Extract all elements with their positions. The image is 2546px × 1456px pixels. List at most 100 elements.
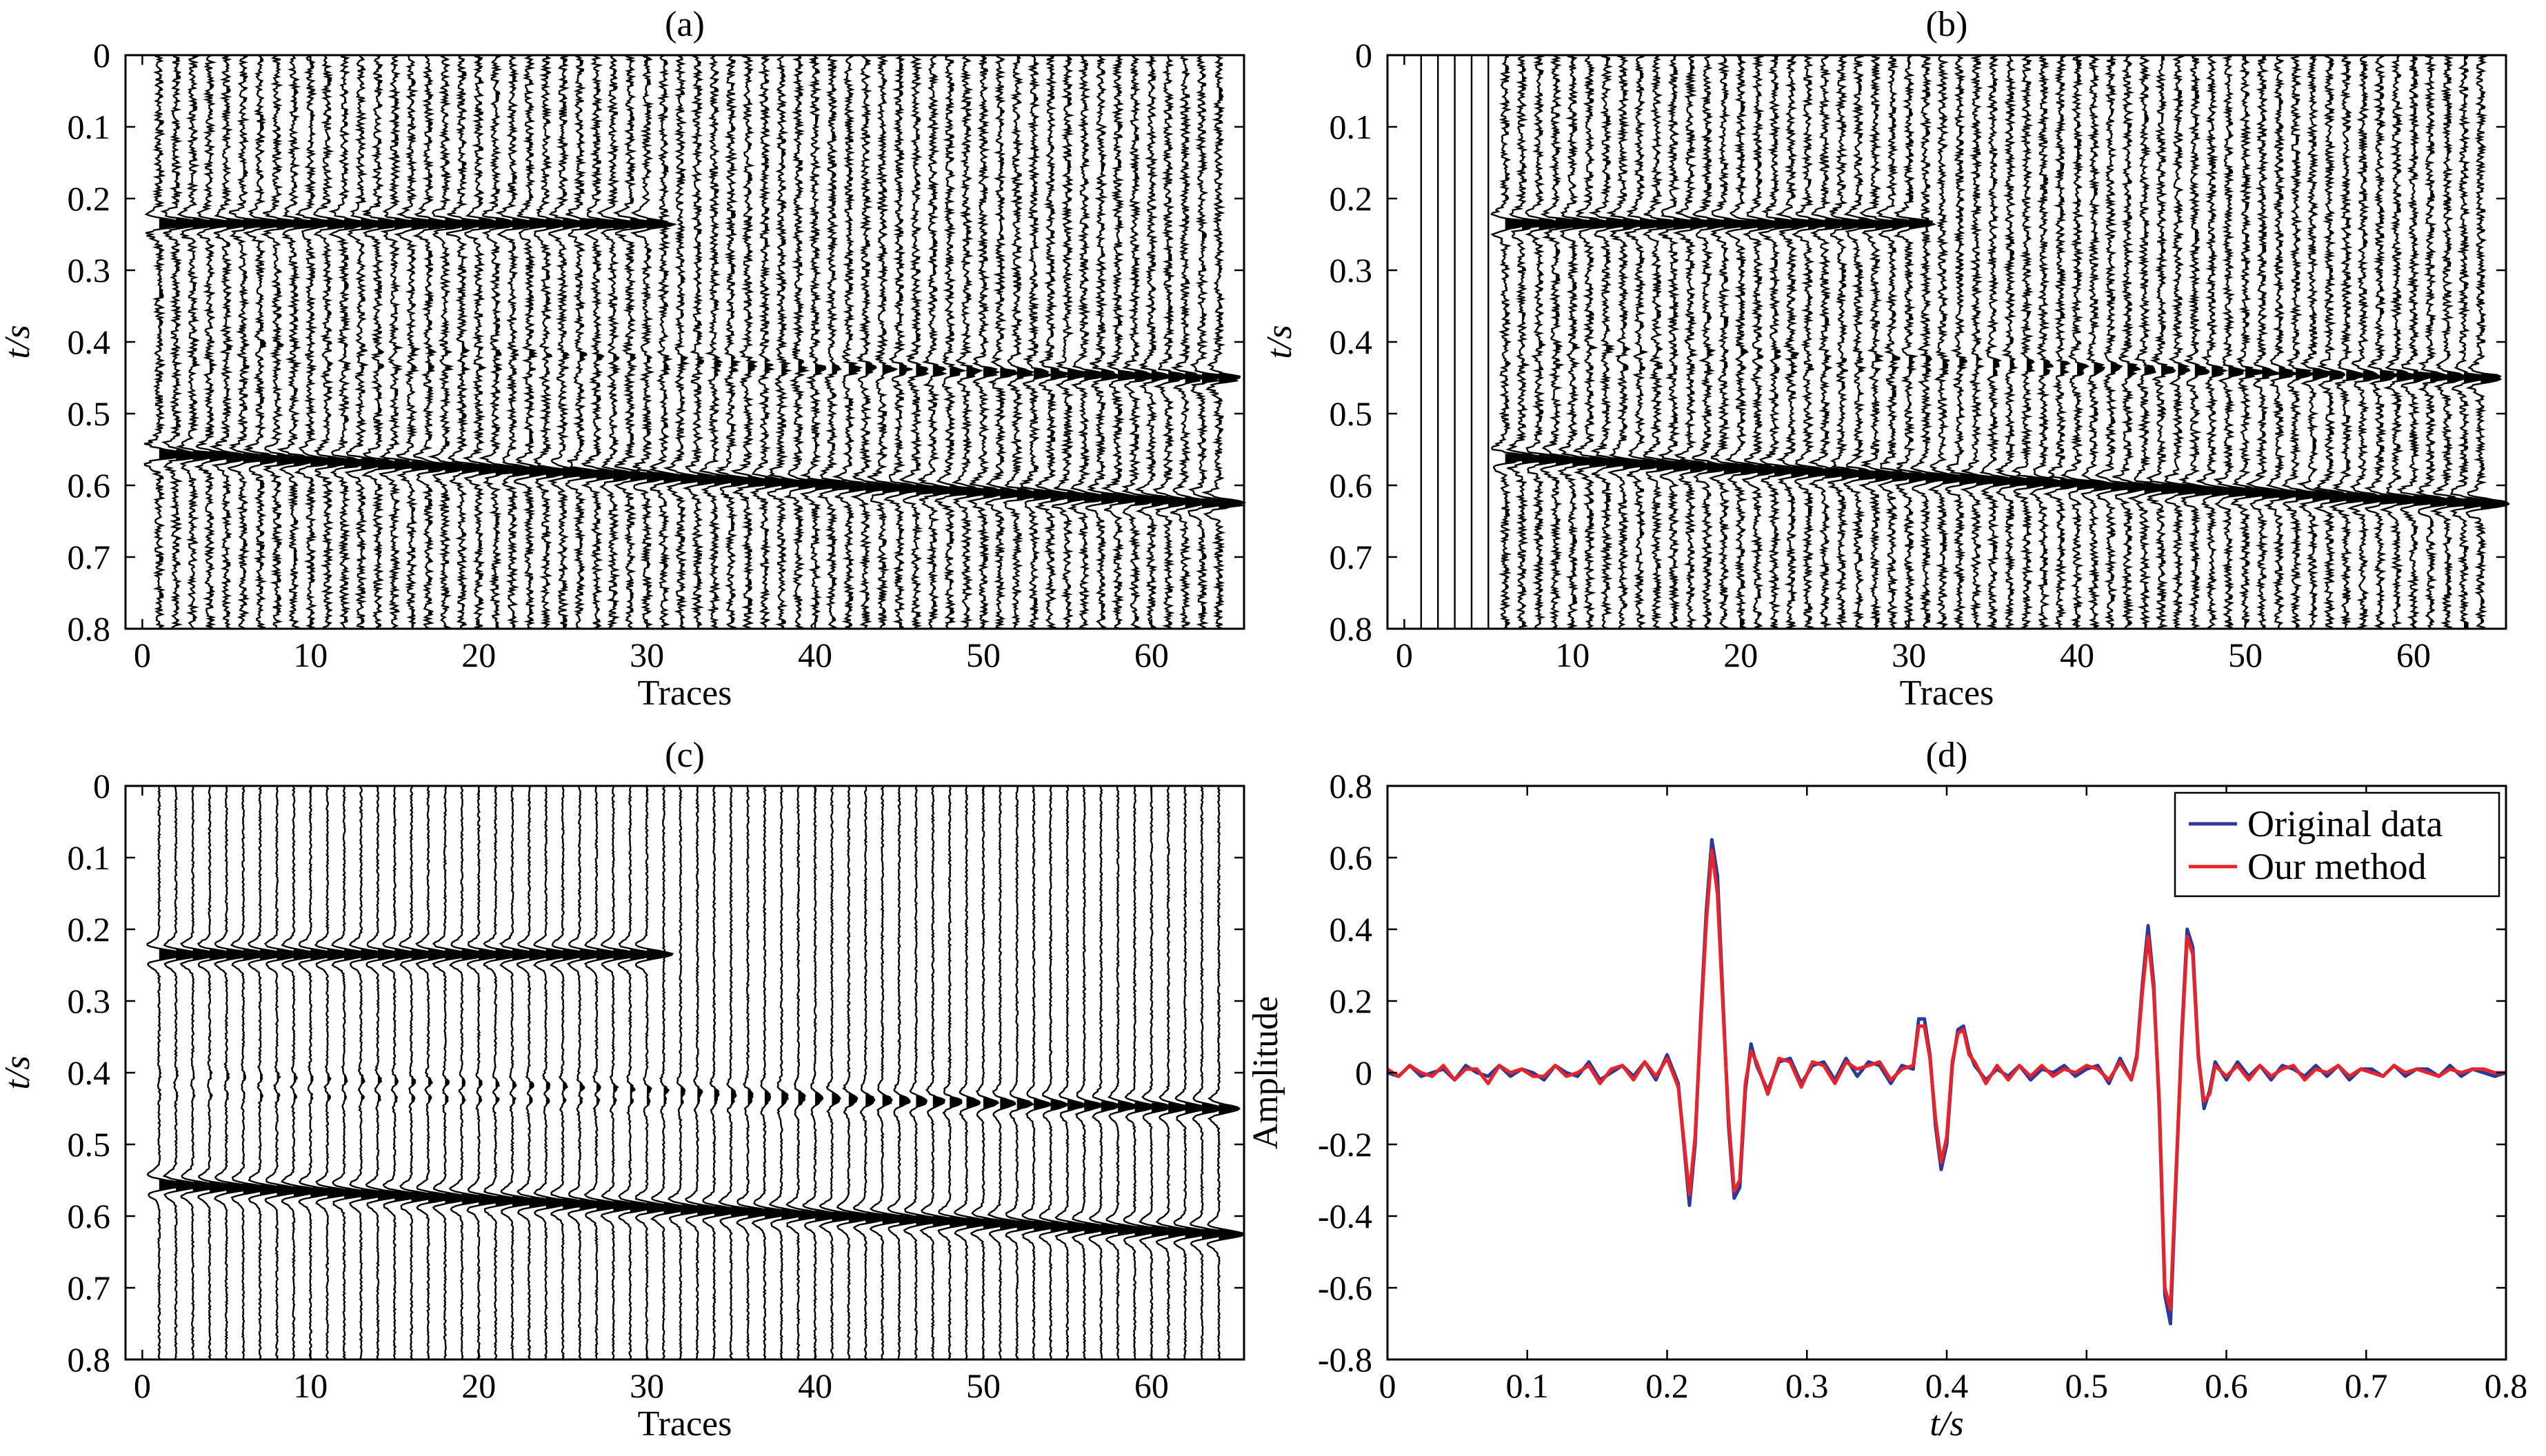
x-tick-label: 0.8 xyxy=(2485,1366,2528,1405)
trace xyxy=(412,54,459,630)
y-tick-label: 0.5 xyxy=(68,394,111,433)
trace-fill xyxy=(714,814,739,1344)
trace xyxy=(767,54,807,629)
x-tick-label: 0.3 xyxy=(1785,1366,1829,1405)
x-tick-label: 30 xyxy=(630,636,664,674)
trace xyxy=(984,54,1028,630)
trace xyxy=(818,785,859,1360)
trace-fill xyxy=(428,830,454,1311)
trace xyxy=(1002,54,1046,629)
trace xyxy=(1206,785,1245,1360)
x-axis-label: Traces xyxy=(638,674,732,713)
trace xyxy=(2415,54,2460,629)
trace xyxy=(193,54,241,629)
trace-fill xyxy=(495,793,521,1358)
trace-fill xyxy=(277,790,303,1342)
trace xyxy=(2429,55,2478,629)
y-tick-label: 0.7 xyxy=(68,538,111,576)
traces xyxy=(1420,54,2510,630)
x-tick-label: 0 xyxy=(134,636,151,674)
trace xyxy=(1067,54,1111,630)
y-tick-label: 0.4 xyxy=(1330,323,1373,361)
x-tick-label: 0.6 xyxy=(2205,1366,2248,1405)
trace xyxy=(867,54,908,630)
y-axis-label: t/s xyxy=(0,1055,37,1089)
trace-fill xyxy=(1639,55,1668,629)
trace xyxy=(242,54,290,630)
trace-fill xyxy=(613,794,639,1358)
trace-fill xyxy=(1134,794,1161,1324)
trace-fill xyxy=(260,786,284,1320)
trace xyxy=(1034,54,1079,630)
y-tick-label: 0.4 xyxy=(68,323,111,361)
trace xyxy=(749,54,794,629)
x-tick-label: 0 xyxy=(134,1366,151,1405)
trace-fill xyxy=(865,787,891,1359)
x-tick-label: 0.2 xyxy=(1645,1366,1689,1405)
trace xyxy=(802,785,841,1360)
trace xyxy=(1101,54,1142,630)
y-tick-label: 0.7 xyxy=(68,1268,111,1307)
trace-fill xyxy=(865,59,892,602)
trace xyxy=(209,54,255,629)
trace xyxy=(903,785,942,1360)
trace-fill xyxy=(563,790,588,1350)
trace xyxy=(179,785,219,1360)
trace xyxy=(2313,54,2358,630)
trace xyxy=(919,785,959,1360)
trace xyxy=(162,785,203,1360)
trace xyxy=(667,785,706,1360)
y-tick-label: 0.1 xyxy=(68,838,111,877)
trace xyxy=(328,54,372,630)
trace-fill xyxy=(192,820,218,1358)
trace-fill xyxy=(1202,791,1228,1337)
x-tick-label: 50 xyxy=(966,1366,1001,1405)
trace xyxy=(2379,54,2425,629)
trace xyxy=(532,54,573,630)
trace xyxy=(331,785,371,1360)
trace xyxy=(1557,54,1603,630)
trace xyxy=(1724,54,1769,630)
trace xyxy=(648,54,692,630)
x-tick-label: 0.4 xyxy=(1925,1366,1969,1405)
trace xyxy=(1672,54,1718,629)
trace xyxy=(160,54,203,629)
trace-fill xyxy=(176,797,202,1337)
panel-title: (c) xyxy=(665,736,705,775)
trace-fill xyxy=(1034,801,1059,1347)
trace-fill xyxy=(764,794,791,1318)
trace-fill xyxy=(1690,61,1718,629)
trace-fill xyxy=(815,789,840,1342)
x-tick-label: 60 xyxy=(2396,636,2431,674)
trace xyxy=(280,785,321,1360)
trace xyxy=(1572,54,1618,630)
trace xyxy=(2245,54,2292,630)
panel-a: 0 10 20 30 40 50 60 0 0.1 0.2 0.3 0.4 0.5 0.6 0.7 0.8 (a… xyxy=(0,5,1247,713)
trace xyxy=(1021,785,1061,1360)
trace xyxy=(533,785,573,1360)
trace xyxy=(1170,54,1212,630)
trace xyxy=(550,785,590,1360)
trace-fill xyxy=(798,55,823,619)
series-line-1 xyxy=(1386,849,2506,1311)
trace xyxy=(483,785,523,1360)
trace xyxy=(1708,54,1754,630)
trace-fill xyxy=(966,809,992,1277)
trace-fill xyxy=(260,58,288,629)
trace xyxy=(612,54,659,629)
trace-fill xyxy=(950,793,976,1326)
trace-fill xyxy=(630,823,655,1359)
legend-label: Original data xyxy=(2247,803,2443,845)
trace xyxy=(2011,54,2055,630)
trace xyxy=(934,54,976,629)
x-tick-label: 0.7 xyxy=(2345,1366,2388,1405)
trace xyxy=(1190,785,1230,1360)
trace-fill xyxy=(1875,58,1903,629)
trace-fill xyxy=(1050,793,1076,1327)
trace xyxy=(146,785,186,1360)
trace xyxy=(398,786,439,1360)
series-line-0 xyxy=(1387,838,2507,1326)
y-tick-label: 0 xyxy=(93,767,110,805)
trace xyxy=(1858,54,1903,629)
trace xyxy=(2396,54,2442,629)
